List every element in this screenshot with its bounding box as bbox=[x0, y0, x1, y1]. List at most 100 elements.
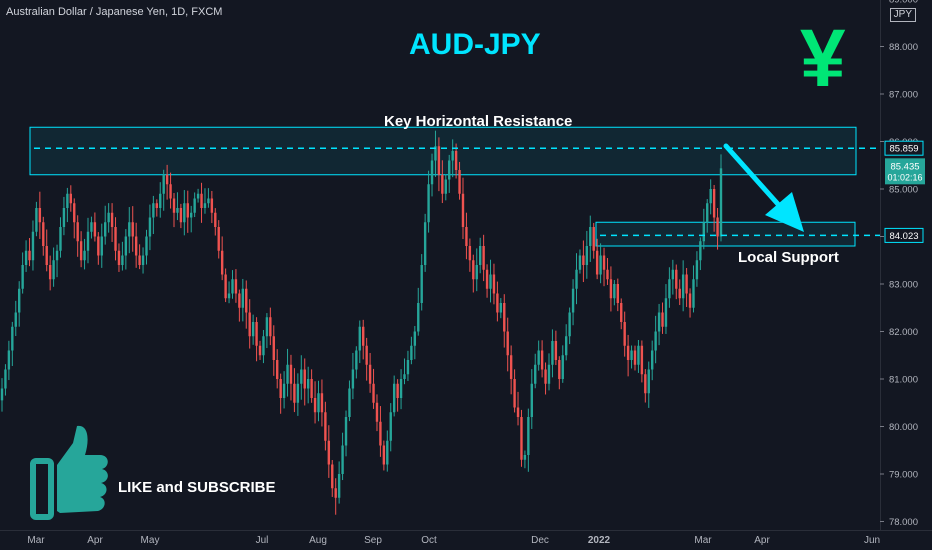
candle-body bbox=[509, 355, 513, 379]
candle-body bbox=[227, 293, 231, 299]
candle-body bbox=[169, 184, 172, 199]
candle-body bbox=[234, 279, 238, 294]
currency-badge[interactable]: JPY bbox=[889, 8, 916, 22]
candle-body bbox=[248, 312, 251, 337]
candle-body bbox=[561, 355, 564, 379]
candle-body bbox=[258, 345, 262, 356]
candle-body bbox=[564, 336, 568, 356]
x-tick-label: Jun bbox=[864, 535, 880, 546]
candle-body bbox=[193, 198, 196, 213]
candle-body bbox=[24, 250, 28, 265]
candle-body bbox=[241, 288, 245, 308]
candle-body bbox=[7, 350, 11, 370]
candle-body bbox=[396, 383, 399, 398]
candle-body bbox=[633, 350, 637, 365]
candle-body bbox=[286, 364, 289, 384]
candle-body bbox=[210, 198, 214, 213]
candle-body bbox=[31, 231, 35, 261]
candle-body bbox=[86, 231, 90, 251]
candle-body bbox=[238, 293, 241, 308]
candle-body bbox=[52, 260, 55, 280]
candle-body bbox=[458, 170, 461, 194]
candle-body bbox=[66, 193, 69, 208]
candle-body bbox=[537, 350, 540, 365]
support-label: Local Support bbox=[738, 249, 839, 266]
candle-body bbox=[76, 222, 79, 242]
candle-body bbox=[702, 222, 705, 242]
down-right-arrow-icon bbox=[723, 143, 804, 232]
resistance-price-label: 85.859 bbox=[889, 144, 918, 155]
resistance-zone bbox=[29, 126, 857, 176]
candle-body bbox=[475, 265, 478, 280]
y-tick-label: 79.000 bbox=[889, 470, 918, 481]
y-tick-label: 83.000 bbox=[889, 280, 918, 291]
candle-body bbox=[496, 293, 499, 313]
candle-body bbox=[506, 331, 509, 356]
candle-body bbox=[681, 274, 685, 299]
candle-body bbox=[358, 326, 361, 351]
yen-icon: ¥ bbox=[800, 13, 846, 104]
candle-body bbox=[245, 288, 248, 313]
candle-body bbox=[11, 326, 14, 351]
candle-body bbox=[341, 445, 344, 474]
candle-body bbox=[145, 236, 148, 256]
x-tick-label: May bbox=[141, 535, 160, 546]
candle-body bbox=[678, 288, 681, 299]
support-price-label: 84.023 bbox=[889, 231, 918, 242]
candle-body bbox=[55, 250, 59, 261]
candle-body bbox=[444, 179, 447, 194]
candle-body bbox=[664, 298, 668, 327]
candle-body bbox=[124, 236, 128, 256]
candle-body bbox=[719, 168, 723, 237]
y-tick-label: 82.000 bbox=[889, 327, 918, 338]
y-tick-label: 89.000 bbox=[889, 0, 918, 6]
candle-body bbox=[131, 222, 134, 237]
candle-body bbox=[141, 255, 145, 265]
candle-body bbox=[214, 212, 217, 227]
candle-body bbox=[516, 407, 520, 417]
y-tick-label: 85.000 bbox=[889, 185, 918, 196]
candle-body bbox=[709, 189, 712, 204]
candle-body bbox=[568, 312, 571, 337]
candle-body bbox=[417, 303, 420, 332]
x-tick-label: Sep bbox=[364, 535, 382, 546]
candle-body bbox=[644, 374, 647, 394]
candle-body bbox=[348, 388, 351, 417]
candle-body bbox=[73, 203, 76, 223]
candle-body bbox=[547, 364, 551, 384]
x-tick-label: Dec bbox=[531, 535, 549, 546]
candle-body bbox=[4, 369, 7, 389]
candle-body bbox=[372, 383, 375, 403]
candle-body bbox=[520, 417, 523, 460]
x-tick-label: Apr bbox=[754, 535, 770, 546]
candle-body bbox=[303, 369, 306, 389]
candle-body bbox=[485, 269, 489, 289]
candle-body bbox=[399, 379, 403, 398]
candle-body bbox=[379, 421, 382, 446]
candle-body bbox=[389, 412, 392, 441]
candle-body bbox=[513, 379, 516, 408]
candle-body bbox=[454, 151, 458, 170]
candle-body bbox=[186, 203, 189, 218]
candle-body bbox=[251, 322, 255, 337]
candle-body bbox=[468, 246, 472, 261]
candle-body bbox=[134, 236, 138, 256]
candle-body bbox=[110, 212, 114, 227]
candle-body bbox=[688, 293, 692, 308]
candle-body bbox=[657, 312, 661, 332]
candle-body bbox=[558, 360, 561, 379]
candle-body bbox=[626, 345, 630, 360]
candle-body bbox=[554, 341, 558, 360]
candle-body bbox=[93, 222, 97, 237]
candle-body bbox=[368, 364, 372, 384]
candle-body bbox=[478, 246, 482, 265]
candle-body bbox=[575, 269, 578, 289]
candle-body bbox=[279, 379, 282, 398]
candle-body bbox=[310, 379, 313, 398]
candle-body bbox=[107, 212, 110, 223]
candle-body bbox=[392, 383, 396, 413]
candle-body bbox=[578, 255, 582, 270]
like-subscribe-text: LIKE and SUBSCRIBE bbox=[118, 479, 276, 496]
candle-body bbox=[410, 345, 413, 360]
